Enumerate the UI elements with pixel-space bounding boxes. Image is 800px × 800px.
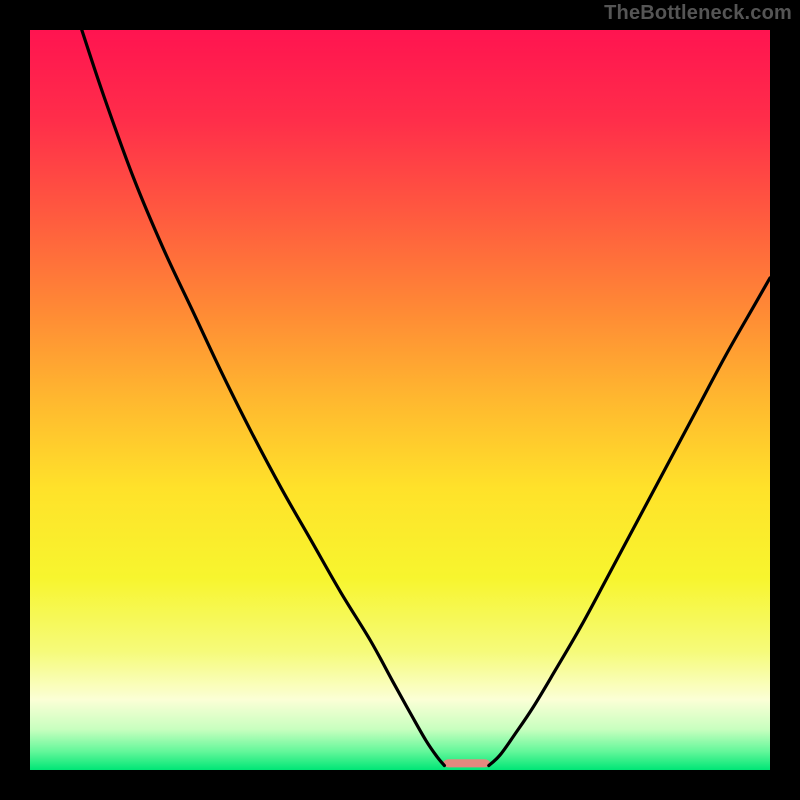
bottleneck-curve-left (82, 30, 445, 766)
chart-plot-area (30, 30, 770, 770)
watermark-text: TheBottleneck.com (604, 2, 792, 25)
chart-frame: TheBottleneck.com (0, 0, 800, 800)
bottleneck-curve-right (489, 278, 770, 766)
chart-svg (30, 30, 770, 770)
optimum-marker (443, 759, 490, 767)
